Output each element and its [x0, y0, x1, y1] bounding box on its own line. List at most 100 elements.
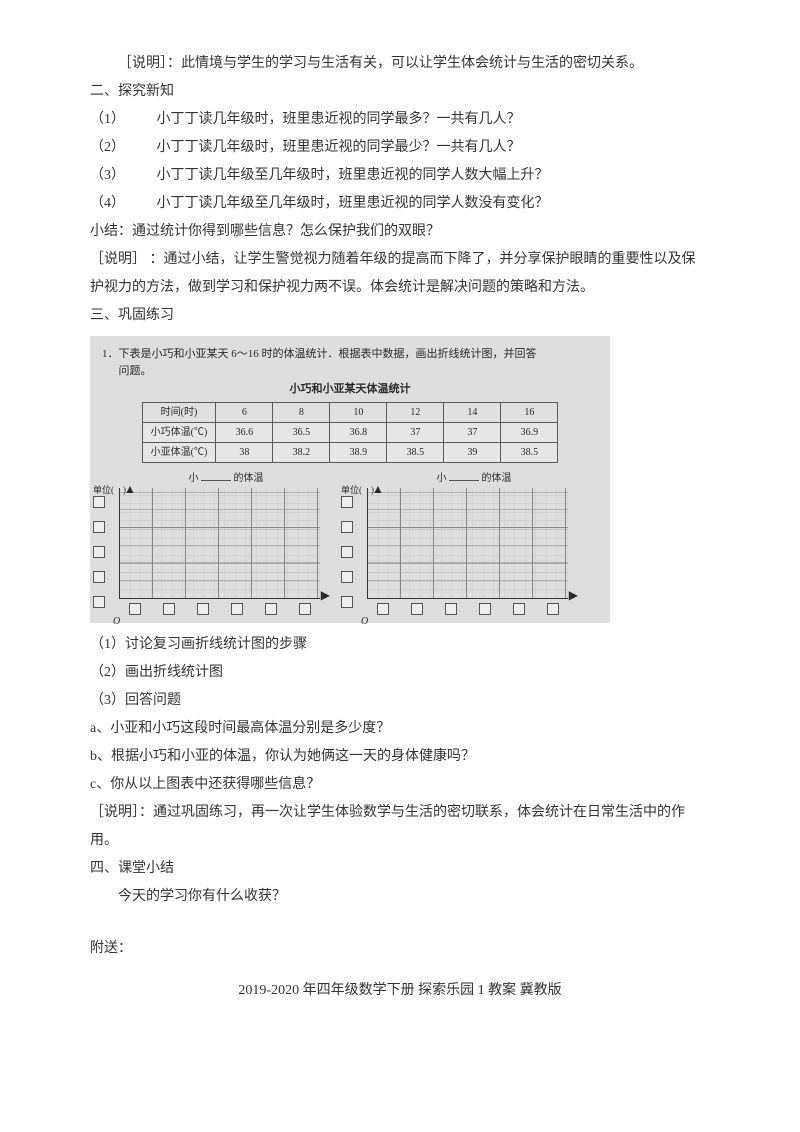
footer-title: 2019-2020 年四年级数学下册 探索乐园 1 教案 冀教版 — [90, 977, 710, 1005]
blank-box — [93, 496, 105, 508]
intro-note: ［说明］：此情境与学生的学习与生活有关，可以让学生体会统计与生活的密切关系。 — [90, 50, 710, 78]
chart-right-post: 的体温 — [482, 471, 512, 486]
blank-box — [341, 571, 353, 583]
arrow-right-icon: ▶ — [569, 586, 578, 604]
blank-box — [341, 496, 353, 508]
explain-line2: 护视力的方法，做到学习和保护视力两不误。体会统计是解决问题的策略和方法。 — [90, 274, 710, 302]
blank-box — [341, 546, 353, 558]
question-1: （1） 小丁丁读几年级时，班里患近视的同学最多？一共有几人？ — [90, 106, 710, 134]
explain2-line2: 用。 — [90, 827, 710, 855]
blank-box — [93, 546, 105, 558]
question-1-text: 小丁丁读几年级时，班里患近视的同学最多？一共有几人？ — [157, 112, 521, 127]
th-8: 8 — [273, 402, 330, 422]
table-row: 小巧体温(℃) 36.6 36.5 36.8 37 37 36.9 — [142, 422, 558, 442]
chart-left-title: 小 的体温 — [189, 471, 264, 486]
blank-box — [231, 603, 243, 615]
embedded-prompt-2: 问题。 — [102, 363, 598, 380]
blank-box — [299, 603, 311, 615]
td: 36.8 — [330, 422, 387, 442]
td: 36.9 — [501, 422, 558, 442]
blank-span — [449, 480, 479, 481]
th-12: 12 — [387, 402, 444, 422]
summary-line: 小结：通过统计你得到哪些信息？怎么保护我们的双眼？ — [90, 218, 710, 246]
question-4-text: 小丁丁读几年级至几年级时，班里患近视的同学人数没有变化？ — [157, 196, 549, 211]
td: 36.6 — [216, 422, 273, 442]
blank-box — [93, 596, 105, 608]
th-14: 14 — [444, 402, 501, 422]
blank-box — [129, 603, 141, 615]
td: 38.5 — [501, 442, 558, 462]
question-1-num: （1） — [90, 106, 153, 134]
td: 38.9 — [330, 442, 387, 462]
question-4-num: （4） — [90, 190, 153, 218]
blank-box — [377, 603, 389, 615]
th-10: 10 — [330, 402, 387, 422]
temperature-table: 时间(时) 6 8 10 12 14 16 小巧体温(℃) 36.6 36.5 … — [142, 402, 559, 463]
chart-grid-left: ▲ ▶ — [119, 488, 320, 599]
embedded-prompt-1: 1．下表是小巧和小亚某天 6～16 时的体温统计．根据表中数据，画出折线统计图，… — [102, 346, 598, 363]
arrow-right-icon: ▶ — [321, 586, 330, 604]
origin-left: O — [113, 614, 120, 629]
td: 39 — [444, 442, 501, 462]
question-4: （4） 小丁丁读几年级至几年级时，班里患近视的同学人数没有变化？ — [90, 190, 710, 218]
sub-c: c、你从以上图表中还获得哪些信息？ — [90, 771, 710, 799]
chart-left-pre: 小 — [189, 471, 199, 486]
section4-title: 四、课堂小结 — [90, 855, 710, 883]
question-3: （3） 小丁丁读几年级至几年级时，班里患近视的同学人数大幅上升？ — [90, 162, 710, 190]
section3-title: 三、巩固练习 — [90, 302, 710, 330]
blank-box — [513, 603, 525, 615]
blank-box — [547, 603, 559, 615]
blank-box — [93, 571, 105, 583]
blank-box — [93, 521, 105, 533]
th-time: 时间(时) — [142, 402, 216, 422]
question-3-text: 小丁丁读几年级至几年级时，班里患近视的同学人数大幅上升？ — [157, 168, 549, 183]
td: 37 — [444, 422, 501, 442]
followup-1: （1）讨论复习画折线统计图的步骤 — [90, 631, 710, 659]
question-3-num: （3） — [90, 162, 153, 190]
question-2-num: （2） — [90, 134, 153, 162]
chart-left-post: 的体温 — [234, 471, 264, 486]
th-16: 16 — [501, 402, 558, 422]
td-xiaoya-label: 小亚体温(℃) — [142, 442, 216, 462]
x-axis-boxes-left — [129, 603, 341, 615]
x-axis-boxes-right — [377, 603, 589, 615]
section2-title: 二、探究新知 — [90, 78, 710, 106]
chart-row: 单位( ) ▲ ▶ O — [102, 488, 598, 615]
blank-box — [265, 603, 277, 615]
question-2-text: 小丁丁读几年级时，班里患近视的同学最少？一共有几人？ — [157, 140, 521, 155]
appendix-label: 附送： — [90, 935, 710, 963]
embedded-worksheet: 1．下表是小巧和小亚某天 6～16 时的体温统计．根据表中数据，画出折线统计图，… — [90, 336, 610, 623]
chart-right-pre: 小 — [437, 471, 447, 486]
followup-3: （3）回答问题 — [90, 687, 710, 715]
followup-2: （2）画出折线统计图 — [90, 659, 710, 687]
sub-b: b、根据小巧和小亚的体温，你认为她俩这一天的身体健康吗？ — [90, 743, 710, 771]
page: ［说明］：此情境与学生的学习与生活有关，可以让学生体会统计与生活的密切关系。 二… — [0, 0, 800, 1132]
embedded-caption: 小巧和小亚某天体温统计 — [102, 381, 598, 398]
blank-box — [479, 603, 491, 615]
blank-box — [341, 521, 353, 533]
td: 38.2 — [273, 442, 330, 462]
blank-span — [201, 480, 231, 481]
chart-left: 单位( ) ▲ ▶ O — [111, 488, 341, 615]
explain-line1: ［说明］ ：通过小结，让学生警觉视力随着年级的提高而下降了，并分享保护眼睛的重要… — [90, 246, 710, 274]
table-row: 小亚体温(℃) 38 38.2 38.9 38.5 39 38.5 — [142, 442, 558, 462]
td: 37 — [387, 422, 444, 442]
td: 38.5 — [387, 442, 444, 462]
td: 38 — [216, 442, 273, 462]
chart-grid-right: ▲ ▶ — [367, 488, 568, 599]
chart-right-title: 小 的体温 — [437, 471, 512, 486]
sub-a: a、小亚和小巧这段时间最高体温分别是多少度？ — [90, 715, 710, 743]
th-6: 6 — [216, 402, 273, 422]
blank-box — [341, 596, 353, 608]
section4-question: 今天的学习你有什么收获？ — [90, 883, 710, 911]
blank-box — [197, 603, 209, 615]
arrow-up-icon: ▲ — [372, 480, 384, 498]
y-axis-boxes-right — [341, 496, 353, 608]
y-axis-boxes-left — [93, 496, 105, 608]
table-row: 时间(时) 6 8 10 12 14 16 — [142, 402, 558, 422]
question-2: （2） 小丁丁读几年级时，班里患近视的同学最少？一共有几人？ — [90, 134, 710, 162]
explain2-line1: ［说明］：通过巩固练习，再一次让学生体验数学与生活的密切联系，体会统计在日常生活… — [90, 799, 710, 827]
arrow-up-icon: ▲ — [124, 480, 136, 498]
blank-box — [445, 603, 457, 615]
chart-right: 单位( ) ▲ ▶ O — [359, 488, 589, 615]
